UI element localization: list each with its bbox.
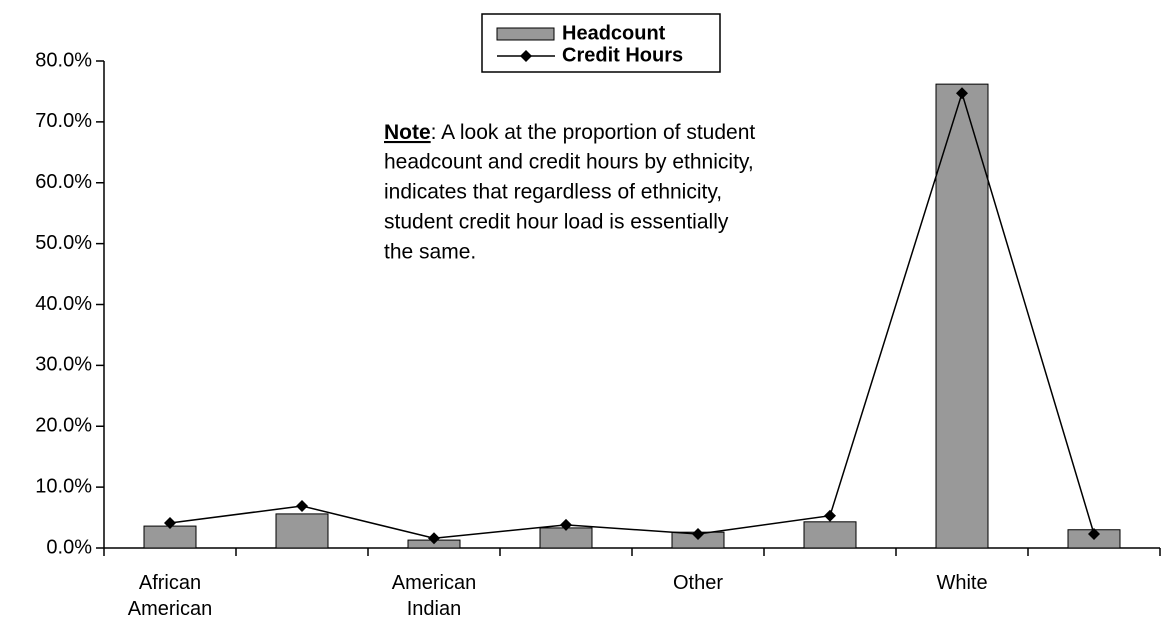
x-tick-label: White <box>936 572 987 594</box>
legend-marker <box>520 50 532 62</box>
marker <box>692 527 704 540</box>
marker <box>428 532 440 545</box>
legend-box <box>481 13 721 73</box>
y-tick-label: 50.0% <box>35 232 92 254</box>
note-line: indicates that regardless of ethnicity, <box>384 181 722 204</box>
bar <box>803 521 857 549</box>
bar <box>539 527 593 549</box>
y-tick-label: 70.0% <box>35 110 92 132</box>
y-tick-label: 40.0% <box>35 293 92 315</box>
y-tick-label: 80.0% <box>35 49 92 71</box>
y-tick-label: 60.0% <box>35 171 92 193</box>
bar <box>935 83 989 549</box>
y-tick-label: 20.0% <box>35 415 92 437</box>
legend-label: Credit Hours <box>562 44 683 66</box>
x-tick-label: Other <box>673 572 723 594</box>
line <box>169 90 1095 540</box>
marker <box>164 517 176 530</box>
y-tick-label: 0.0% <box>46 536 92 558</box>
note-line: headcount and credit hours by ethnicity, <box>384 151 754 174</box>
note-text: Note: A look at the proportion of studen… <box>384 121 755 144</box>
note-line: student credit hour load is essentially <box>384 211 729 234</box>
bar <box>143 525 197 549</box>
note-label: Note <box>384 121 431 144</box>
legend-label: Headcount <box>562 22 666 44</box>
note-line: the same. <box>384 241 476 264</box>
y-tick-label: 10.0% <box>35 475 92 497</box>
y-tick-label: 30.0% <box>35 354 92 376</box>
marker <box>1088 527 1100 540</box>
note-line: : A look at the proportion of student <box>431 121 756 144</box>
bar <box>275 513 329 549</box>
x-tick-label: African American <box>128 572 212 620</box>
x-tick-label: American Indian <box>392 572 476 620</box>
marker <box>824 509 836 522</box>
legend-swatch <box>496 27 555 41</box>
marker <box>956 87 968 100</box>
marker <box>560 518 572 531</box>
marker <box>296 499 308 512</box>
